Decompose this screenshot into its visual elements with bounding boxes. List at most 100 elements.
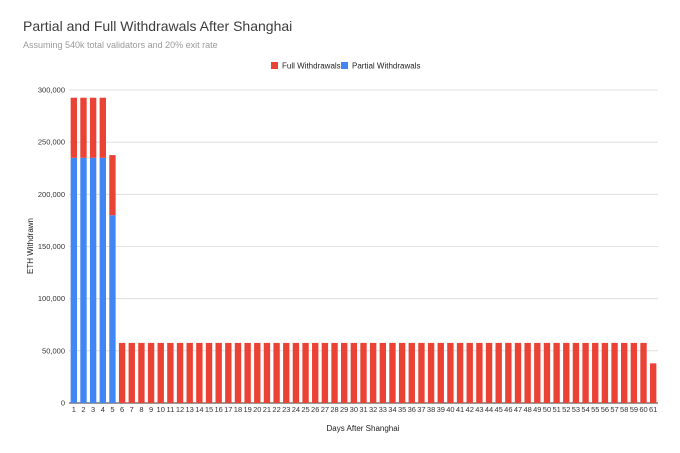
x-tick-label: 28 bbox=[330, 405, 338, 414]
bar-partial-withdrawals bbox=[99, 157, 106, 403]
y-axis-title: ETH Withdrawn bbox=[26, 218, 35, 274]
y-tick-label: 0 bbox=[61, 399, 65, 408]
x-tick-label: 40 bbox=[446, 405, 454, 414]
x-tick-label: 36 bbox=[408, 405, 416, 414]
bar-full-withdrawals bbox=[350, 342, 358, 403]
x-tick-label: 13 bbox=[186, 405, 194, 414]
bar-full-withdrawals bbox=[215, 342, 222, 403]
x-tick-label: 53 bbox=[572, 405, 580, 414]
bar-full-withdrawals bbox=[70, 97, 78, 158]
bar-full-withdrawals bbox=[128, 342, 135, 403]
x-tick-label: 17 bbox=[224, 405, 232, 414]
bar-full-withdrawals bbox=[302, 342, 309, 403]
bar-partial-withdrawals bbox=[109, 215, 116, 403]
bar-full-withdrawals bbox=[99, 97, 106, 158]
bar-full-withdrawals bbox=[186, 342, 193, 403]
x-tick-label: 20 bbox=[253, 405, 261, 414]
chart-title: Partial and Full Withdrawals After Shang… bbox=[23, 18, 293, 34]
x-tick-label: 59 bbox=[630, 405, 638, 414]
bar-full-withdrawals bbox=[283, 342, 290, 403]
x-tick-label: 7 bbox=[130, 405, 134, 414]
bar-full-withdrawals bbox=[360, 342, 367, 403]
x-tick-label: 58 bbox=[620, 405, 628, 414]
bar-full-withdrawals bbox=[244, 342, 251, 403]
bar-full-withdrawals bbox=[476, 342, 483, 403]
bar-full-withdrawals bbox=[312, 342, 319, 403]
bar-full-withdrawals bbox=[621, 342, 628, 403]
x-tick-label: 1 bbox=[72, 405, 76, 414]
bar-full-withdrawals bbox=[427, 342, 435, 403]
x-tick-label: 14 bbox=[195, 405, 203, 414]
x-tick-label: 38 bbox=[427, 405, 435, 414]
x-tick-label: 9 bbox=[149, 405, 153, 414]
legend-label: Partial Withdrawals bbox=[352, 62, 420, 71]
x-tick-label: 51 bbox=[552, 405, 560, 414]
x-axis-title: Days After Shanghai bbox=[327, 424, 400, 433]
x-tick-label: 42 bbox=[466, 405, 474, 414]
x-tick-label: 52 bbox=[562, 405, 570, 414]
x-tick-label: 29 bbox=[340, 405, 348, 414]
bar-full-withdrawals bbox=[225, 342, 232, 403]
y-tick-label: 250,000 bbox=[38, 138, 65, 147]
x-tick-label: 27 bbox=[321, 405, 329, 414]
x-tick-label: 57 bbox=[610, 405, 618, 414]
bar-partial-withdrawals bbox=[80, 157, 87, 403]
x-tick-label: 48 bbox=[523, 405, 531, 414]
bar-full-withdrawals bbox=[263, 342, 271, 403]
bar-full-withdrawals bbox=[89, 97, 97, 158]
x-tick-label: 39 bbox=[437, 405, 445, 414]
x-tick-label: 37 bbox=[417, 405, 425, 414]
bar-full-withdrawals bbox=[157, 342, 164, 403]
bar-full-withdrawals bbox=[118, 342, 126, 403]
bar-full-withdrawals bbox=[485, 342, 493, 403]
bar-full-withdrawals bbox=[592, 342, 599, 403]
bar-full-withdrawals bbox=[398, 342, 406, 403]
legend: Full Withdrawals Partial Withdrawals bbox=[271, 62, 420, 71]
x-tick-label: 26 bbox=[311, 405, 319, 414]
x-tick-label: 34 bbox=[388, 405, 396, 414]
x-tick-label: 33 bbox=[379, 405, 387, 414]
bar-full-withdrawals bbox=[254, 342, 261, 403]
bar-full-withdrawals bbox=[167, 342, 174, 403]
x-tick-label: 30 bbox=[350, 405, 358, 414]
y-tick-label: 150,000 bbox=[38, 242, 65, 251]
x-tick-label: 44 bbox=[485, 405, 493, 414]
bar-full-withdrawals bbox=[369, 342, 377, 403]
x-tick-label: 45 bbox=[495, 405, 503, 414]
bar-full-withdrawals bbox=[408, 342, 415, 403]
bar-full-withdrawals bbox=[196, 342, 203, 403]
bar-partial-withdrawals bbox=[70, 157, 78, 403]
bar-partial-withdrawals bbox=[89, 157, 97, 403]
bar-full-withdrawals bbox=[389, 342, 396, 403]
x-tick-label: 18 bbox=[234, 405, 242, 414]
bar-full-withdrawals bbox=[147, 342, 155, 403]
y-tick-label: 200,000 bbox=[38, 190, 65, 199]
x-tick-label: 24 bbox=[292, 405, 300, 414]
bar-full-withdrawals bbox=[601, 342, 609, 403]
chart-subtitle: Assuming 540k total validators and 20% e… bbox=[23, 40, 218, 50]
x-tick-label: 23 bbox=[282, 405, 290, 414]
bar-full-withdrawals bbox=[572, 342, 580, 403]
x-tick-label: 49 bbox=[533, 405, 541, 414]
x-tick-label: 16 bbox=[214, 405, 222, 414]
bar-full-withdrawals bbox=[331, 342, 338, 403]
x-tick-label: 46 bbox=[504, 405, 512, 414]
x-tick-label: 47 bbox=[514, 405, 522, 414]
bar-full-withdrawals bbox=[418, 342, 425, 403]
legend-label: Full Withdrawals bbox=[282, 62, 341, 71]
x-tick-label: 43 bbox=[475, 405, 483, 414]
bar-full-withdrawals bbox=[543, 342, 551, 403]
x-tick-label: 60 bbox=[639, 405, 647, 414]
x-tick-label: 32 bbox=[369, 405, 377, 414]
x-tick-label: 55 bbox=[591, 405, 599, 414]
bar-full-withdrawals bbox=[640, 342, 647, 403]
bar-full-withdrawals bbox=[109, 155, 116, 216]
x-tick-label: 21 bbox=[263, 405, 271, 414]
bar-full-withdrawals bbox=[456, 342, 464, 403]
bar-full-withdrawals bbox=[553, 342, 560, 403]
x-tick-label: 8 bbox=[139, 405, 143, 414]
x-tick-label: 22 bbox=[272, 405, 280, 414]
x-tick-label: 12 bbox=[176, 405, 184, 414]
bar-full-withdrawals bbox=[630, 342, 638, 403]
